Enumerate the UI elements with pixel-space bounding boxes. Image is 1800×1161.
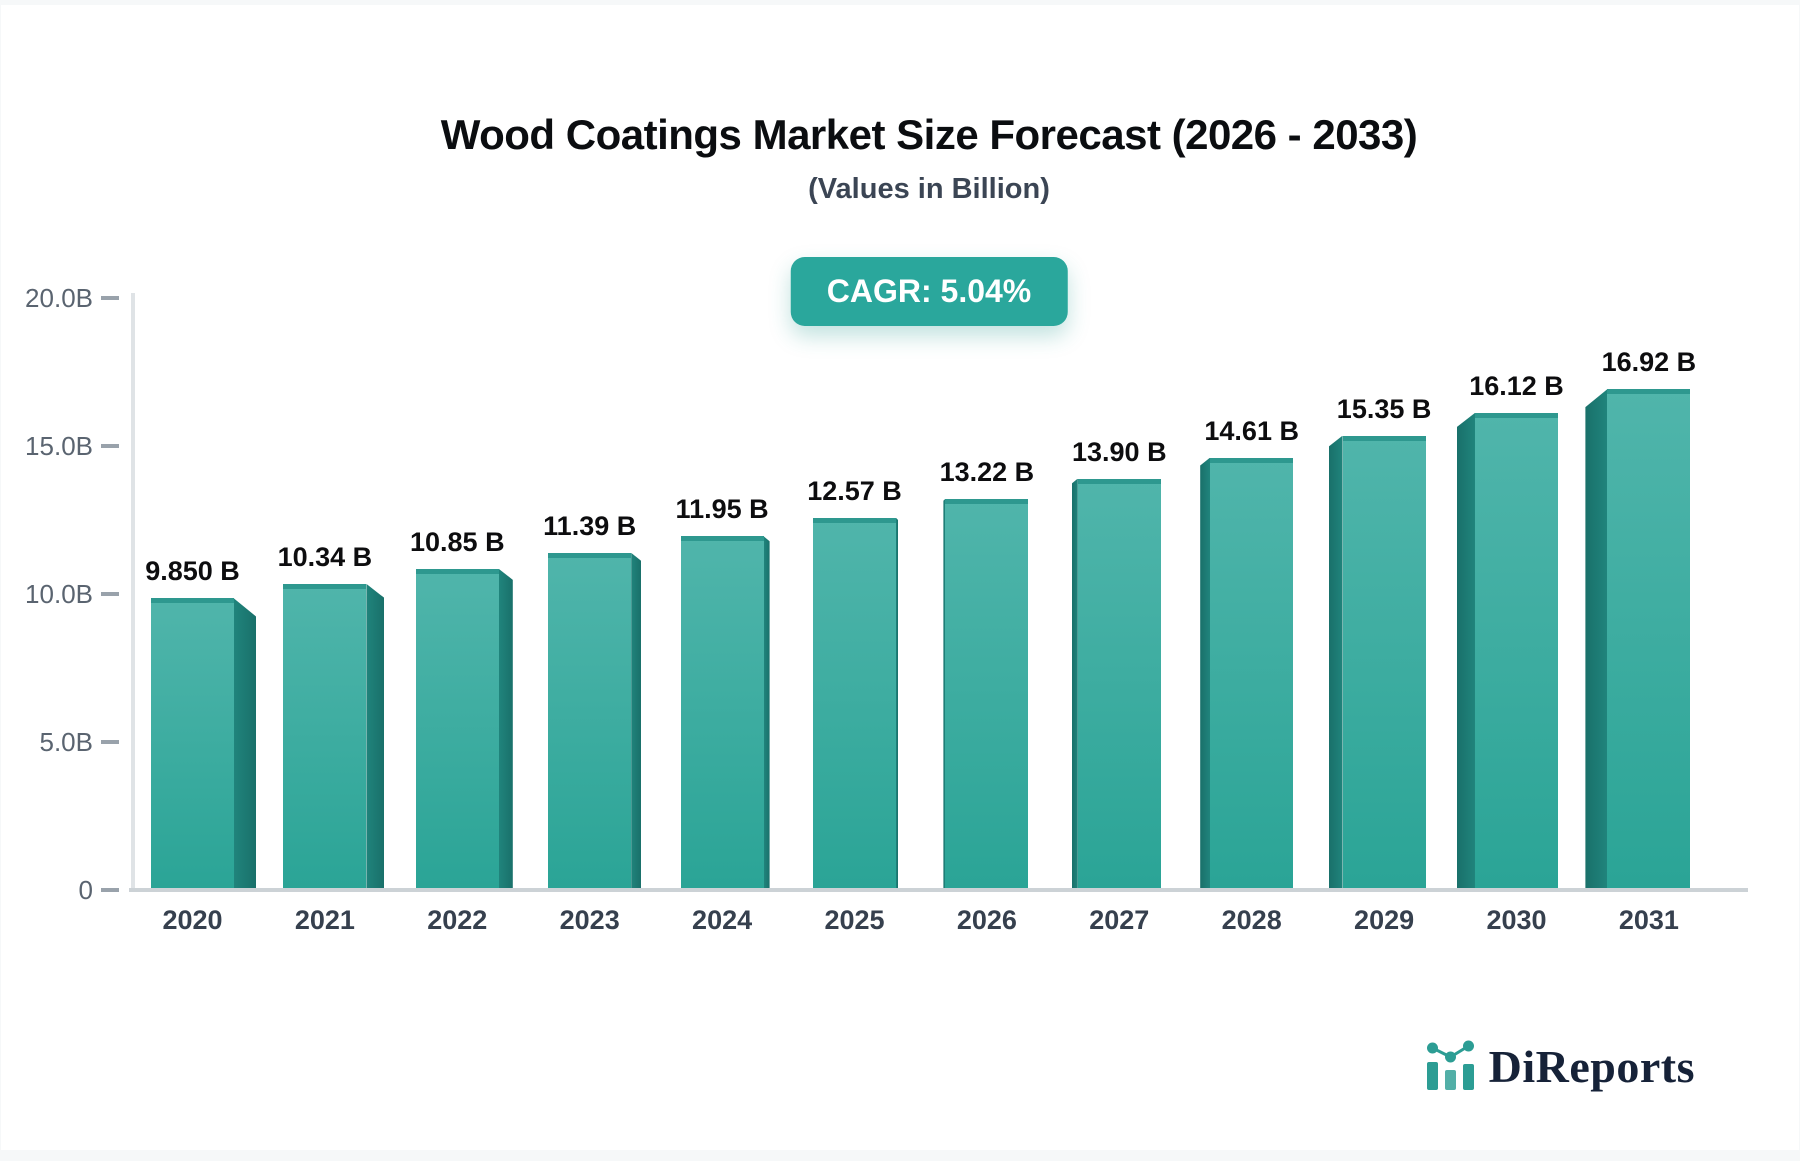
x-axis-label: 2027 — [1089, 905, 1150, 935]
bar-value-label: 12.57 B — [807, 475, 902, 506]
y-axis-label: 5.0B — [39, 727, 94, 757]
x-axis-baseline — [129, 888, 1748, 892]
bar — [548, 552, 632, 892]
bar-3d-side — [498, 568, 513, 892]
x-axis-label: 2031 — [1618, 905, 1679, 935]
y-axis-line — [131, 293, 135, 892]
bar-value-label: 11.95 B — [675, 494, 769, 525]
bar-3d-side — [631, 552, 642, 892]
bar-top-edge — [283, 583, 367, 589]
x-axis-label: 2029 — [1354, 905, 1415, 935]
bar-top-edge — [813, 517, 896, 523]
bar-3d-side — [1200, 457, 1211, 892]
bar-3d-side — [1328, 435, 1343, 892]
bar-3d-side — [234, 598, 256, 892]
bar — [1607, 389, 1691, 892]
bar — [151, 598, 234, 892]
bar-3d-side — [1071, 478, 1078, 892]
bar — [1475, 412, 1558, 892]
y-axis-label: 15.0B — [25, 431, 93, 461]
x-axis-label: 2025 — [824, 905, 885, 935]
bar-top-edge — [151, 598, 234, 604]
bar — [1210, 457, 1294, 892]
bar — [945, 498, 1029, 892]
bar-top-edge — [945, 498, 1029, 504]
bar-value-label: 15.35 B — [1336, 393, 1432, 424]
bar-top-edge — [680, 536, 764, 542]
bar-3d-side — [943, 498, 946, 892]
bar-value-label: 11.39 B — [543, 510, 637, 541]
bar-3d-side — [1585, 389, 1608, 892]
bar-top-edge — [1342, 435, 1426, 441]
y-axis-label: 10.0B — [25, 579, 93, 609]
y-axis-tick — [101, 740, 119, 744]
bar — [1342, 435, 1426, 892]
bar — [415, 568, 499, 892]
bar — [680, 536, 764, 892]
x-axis-label: 2024 — [692, 905, 753, 935]
bar-top-edge — [1210, 457, 1294, 463]
bar-value-label: 9.850 B — [145, 556, 240, 587]
x-axis-label: 2020 — [162, 905, 223, 935]
cagr-badge: CAGR: 5.04% — [790, 257, 1068, 326]
bar-top-edge — [1607, 389, 1691, 395]
x-axis-label: 2026 — [956, 905, 1017, 935]
x-axis-label: 2021 — [294, 905, 355, 935]
bar-chart-plot: 20.0B 15.0B 10.0B 5.0B 0 9.850 B 2020 10.34 B 20… — [1, 5, 1800, 1161]
x-axis-label: 2030 — [1486, 905, 1547, 935]
bar-value-label: 13.22 B — [939, 456, 1035, 487]
x-axis-label: 2023 — [559, 905, 620, 935]
chart-subtitle: (Values in Billion) — [808, 173, 1050, 205]
y-axis-tick — [101, 592, 119, 596]
logo-text: DiReports — [1488, 1041, 1695, 1092]
bar-top-edge — [548, 552, 632, 558]
bar — [1077, 478, 1161, 892]
bar-value-label: 14.61 B — [1204, 415, 1299, 446]
bar-top-edge — [1077, 478, 1161, 484]
bar-3d-side — [366, 583, 385, 892]
bar-chart-icon — [1426, 1040, 1474, 1090]
bar-value-label: 10.34 B — [277, 541, 373, 572]
bar-value-label: 13.90 B — [1072, 436, 1167, 467]
bar-3d-side — [896, 517, 898, 892]
y-axis-tick — [101, 296, 119, 300]
bar — [283, 583, 367, 892]
bar-3d-side — [1457, 412, 1475, 892]
bar-top-edge — [415, 568, 499, 574]
bar-3d-side — [763, 536, 770, 892]
y-axis-label: 20.0B — [25, 283, 93, 313]
x-axis-label: 2028 — [1221, 905, 1282, 935]
direports-logo: DiReports — [1424, 1037, 1695, 1097]
chart-title: Wood Coatings Market Size Forecast (2026… — [440, 111, 1418, 158]
bar-value-label: 16.92 B — [1601, 347, 1697, 378]
y-axis-tick — [101, 444, 119, 448]
x-axis-label: 2022 — [427, 905, 488, 935]
bar-value-label: 16.12 B — [1469, 370, 1564, 401]
bar-value-label: 10.85 B — [410, 526, 505, 557]
y-axis-tick — [101, 888, 119, 892]
bar — [813, 517, 896, 892]
bar-top-edge — [1475, 412, 1558, 418]
chart-card: Wood Coatings Market Size Forecast (2026… — [1, 5, 1799, 1150]
y-axis-label: 0 — [78, 875, 93, 905]
